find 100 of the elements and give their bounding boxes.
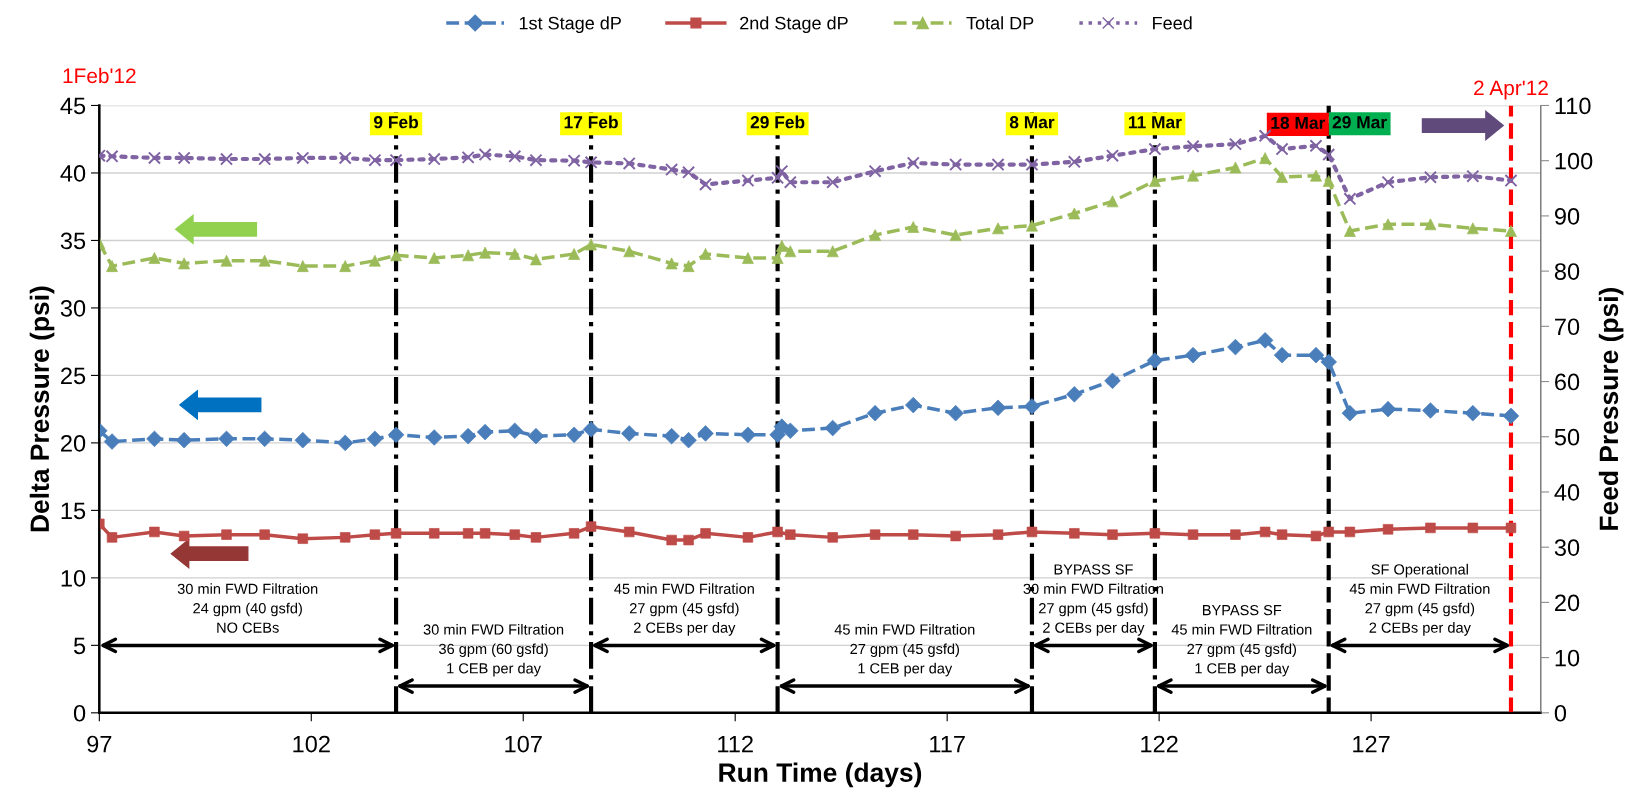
- x-axis-title: Run Time (days): [719, 762, 922, 788]
- point: [1025, 158, 1039, 172]
- point: [1466, 169, 1480, 183]
- y-tick-label: 45: [60, 97, 86, 115]
- ref-line-label: 17 Feb: [564, 115, 618, 129]
- x-tick-label: 107: [505, 735, 542, 753]
- y2-tick-label: 50: [1554, 428, 1580, 446]
- point: [219, 152, 234, 166]
- point: [1382, 524, 1394, 535]
- text: 1Feb'12: [63, 67, 136, 84]
- legend-label: Total DP: [966, 16, 1034, 30]
- point: [567, 154, 581, 168]
- point: [103, 433, 121, 450]
- point: [529, 153, 543, 167]
- annotation: 30 min FWD Filtration 24 gpm (40 gsfd) NO CEBs: [177, 583, 318, 633]
- point: [741, 174, 755, 188]
- annotation: SF Operational 45 min FWD Filtration 27 gpm (45 gsfd) 2 CEBs per day: [1349, 563, 1490, 636]
- y-axis-title: Delta Pressure (psi): [29, 286, 55, 532]
- ref-line-label: 29 Mar: [1332, 116, 1387, 129]
- point: [775, 164, 789, 178]
- point: [906, 156, 920, 170]
- point: [478, 148, 492, 162]
- y-tick-label: 20: [61, 434, 86, 452]
- point: [1186, 139, 1200, 153]
- annotation: 18 Mar: [1271, 116, 1326, 130]
- y-tick-label: 10: [61, 569, 86, 587]
- point: [338, 151, 352, 165]
- point: [427, 152, 441, 166]
- y2-tick-label: 20: [1555, 594, 1580, 612]
- point: [1423, 170, 1437, 184]
- y2-tick-label: 90: [1554, 207, 1580, 225]
- point: [1504, 174, 1518, 188]
- point: [1323, 526, 1334, 538]
- point: [389, 153, 403, 167]
- point: [509, 529, 520, 540]
- x-tick-label: 117: [930, 735, 965, 753]
- point: [1105, 149, 1120, 163]
- y2-tick-label: 30: [1554, 539, 1580, 556]
- annotation: 30 min FWD Filtration 36 gpm (60 gsfd) 1 CEB per day: [423, 623, 564, 677]
- ref-line-label: 8 Mar: [1009, 116, 1055, 129]
- y2-tick-label: 110: [1555, 97, 1591, 115]
- y2-tick-label: 80: [1554, 263, 1580, 280]
- y-tick-label: 30: [60, 299, 86, 317]
- point: [1322, 148, 1336, 162]
- ref-line-label: 2 Apr'12: [1474, 80, 1548, 100]
- point: [1309, 139, 1323, 153]
- point: [368, 153, 382, 167]
- point: [296, 151, 310, 165]
- point: [991, 158, 1005, 172]
- annotation: BYPASS SF 45 min FWD Filtration 27 gpm (45 gsfd) 1 CEB per day: [1171, 604, 1312, 677]
- point: [147, 151, 161, 165]
- point: [1467, 522, 1479, 534]
- point: [663, 427, 680, 445]
- point: [297, 533, 309, 544]
- point: [1275, 142, 1289, 156]
- point: [905, 396, 922, 414]
- y2-tick-label: 70: [1555, 318, 1580, 336]
- point: [1258, 129, 1272, 143]
- y-tick-label: 40: [60, 165, 86, 182]
- annotation: 45 min FWD Filtration 27 gpm (45 gsfd) 2 CEBs per day: [614, 583, 754, 636]
- point: [1381, 175, 1395, 189]
- point: [1310, 530, 1322, 542]
- point: [665, 163, 679, 177]
- point: [1069, 528, 1080, 539]
- x-tick-label: 97: [87, 735, 112, 753]
- legend-label: 1st Stage dP: [519, 16, 621, 34]
- ref-line-label: 11 Mar: [1128, 116, 1182, 129]
- point: [1343, 192, 1357, 206]
- y2-tick-label: 100: [1555, 152, 1593, 170]
- x-tick-label: 127: [1353, 735, 1390, 753]
- point: [1344, 526, 1356, 538]
- point: [783, 175, 797, 189]
- y-tick-label: 5: [73, 637, 86, 655]
- y2-tick-label: 0: [1554, 704, 1567, 722]
- ref-line-label: 29 Feb: [750, 115, 805, 129]
- point: [868, 164, 882, 178]
- point: [508, 149, 522, 163]
- x-tick-label: 102: [293, 735, 330, 753]
- legend-label: Feed: [1153, 16, 1192, 30]
- point: [568, 528, 580, 539]
- point: [699, 177, 713, 191]
- point: [258, 152, 272, 166]
- point: [1228, 137, 1242, 151]
- y-tick-label: 15: [61, 502, 86, 520]
- point: [1148, 142, 1162, 156]
- ref-line-label: 9 Feb: [374, 115, 419, 129]
- x-tick-label: 112: [718, 735, 753, 753]
- point: [1146, 352, 1164, 369]
- y-tick-label: 0: [73, 704, 86, 722]
- y2-tick-label: 40: [1554, 484, 1580, 501]
- point: [369, 529, 381, 540]
- point: [387, 426, 405, 443]
- y2-tick-label: 60: [1555, 373, 1580, 391]
- point: [826, 175, 840, 189]
- y-tick-label: 35: [60, 232, 86, 250]
- annotation: 45 min FWD Filtration 27 gpm (45 gsfd) 1 CEB per day: [834, 623, 975, 677]
- legend-label: 2nd Stage dP: [740, 16, 848, 34]
- point: [785, 529, 796, 540]
- y2-tick-label: 10: [1555, 649, 1580, 667]
- point: [1104, 372, 1121, 390]
